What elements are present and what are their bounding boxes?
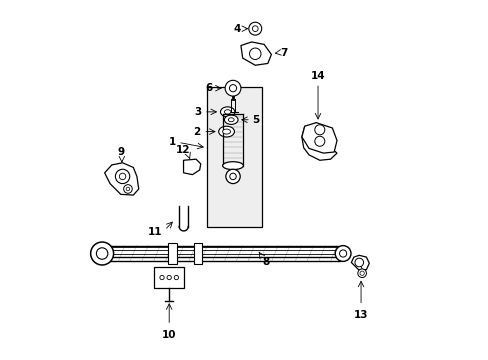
Bar [154, 267, 184, 288]
Text: 5: 5 [252, 115, 259, 125]
Polygon shape [104, 163, 139, 195]
Text: 7: 7 [280, 48, 287, 58]
Circle shape [249, 48, 261, 59]
Circle shape [96, 248, 108, 259]
Circle shape [357, 269, 366, 278]
Circle shape [224, 80, 241, 96]
Text: 12: 12 [176, 145, 190, 155]
Circle shape [160, 275, 164, 280]
Circle shape [314, 125, 324, 135]
Text: 1: 1 [168, 138, 175, 147]
Ellipse shape [224, 115, 238, 125]
Circle shape [115, 169, 129, 184]
Text: 4: 4 [233, 24, 241, 34]
Circle shape [123, 185, 132, 193]
Polygon shape [241, 42, 271, 65]
Text: 10: 10 [162, 330, 176, 340]
Circle shape [339, 250, 346, 257]
Text: 9: 9 [117, 147, 124, 157]
Text: 8: 8 [262, 257, 269, 267]
Ellipse shape [222, 162, 243, 170]
Circle shape [252, 26, 258, 32]
Ellipse shape [220, 107, 234, 117]
Circle shape [229, 85, 236, 92]
Circle shape [335, 246, 350, 261]
Circle shape [248, 22, 261, 35]
Text: 3: 3 [194, 107, 201, 117]
Circle shape [126, 187, 129, 191]
Circle shape [359, 271, 364, 275]
Bar [193, 243, 202, 264]
Text: 6: 6 [204, 83, 212, 93]
Circle shape [314, 136, 324, 146]
Text: 11: 11 [147, 227, 162, 237]
Text: 14: 14 [310, 71, 325, 81]
Polygon shape [301, 123, 336, 153]
Ellipse shape [222, 129, 230, 134]
Polygon shape [183, 159, 201, 175]
Ellipse shape [228, 118, 234, 122]
Text: 13: 13 [353, 310, 367, 320]
Circle shape [225, 169, 240, 184]
Circle shape [119, 173, 125, 180]
Circle shape [229, 173, 236, 180]
Text: 2: 2 [193, 127, 201, 136]
Ellipse shape [218, 126, 234, 137]
Bar [168, 243, 177, 264]
Polygon shape [351, 255, 368, 270]
Circle shape [167, 275, 171, 280]
Bar [206, 87, 262, 226]
Polygon shape [301, 126, 336, 160]
Bar [102, 246, 339, 261]
Circle shape [174, 275, 178, 280]
Ellipse shape [224, 110, 230, 114]
Circle shape [90, 242, 113, 265]
Circle shape [354, 258, 363, 267]
